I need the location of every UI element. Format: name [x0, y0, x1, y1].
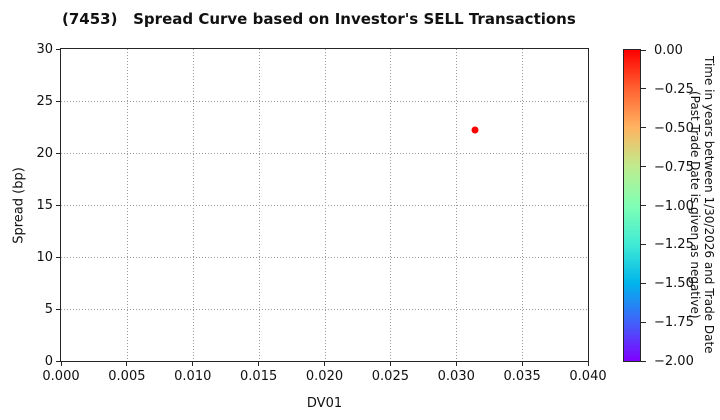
- colorbar-tick-label: −1.25: [654, 237, 694, 253]
- x-tick: [126, 362, 128, 366]
- x-tick-label: 0.040: [569, 369, 607, 384]
- y-tick-label: 15: [36, 198, 53, 213]
- x-tick: [258, 362, 260, 366]
- colorbar-tick-label: −0.25: [654, 81, 694, 97]
- x-tick-label: 0.020: [305, 369, 344, 384]
- y-tick-label: 25: [36, 94, 53, 109]
- x-tick: [192, 362, 194, 366]
- colorbar-tick-label: −1.75: [654, 315, 694, 331]
- x-tick: [389, 362, 391, 366]
- colorbar-tick-label: 0.00: [654, 43, 683, 58]
- colorbar-tick: [641, 88, 646, 90]
- y-gridline: [61, 205, 588, 206]
- y-tick-label: 20: [36, 146, 53, 161]
- colorbar-tick: [641, 166, 646, 168]
- x-tick-label: 0.030: [437, 369, 475, 384]
- y-tick: [56, 48, 60, 50]
- x-tick-label: 0.005: [108, 369, 146, 384]
- x-tick-label: 0.025: [371, 369, 409, 384]
- colorbar-tick-label: −2.00: [654, 354, 694, 369]
- y-tick: [56, 204, 60, 206]
- colorbar-tick-label: −1.00: [654, 198, 694, 214]
- y-gridline: [61, 257, 588, 258]
- colorbar-tick: [641, 49, 646, 51]
- x-tick: [455, 362, 457, 366]
- x-tick-label: 0.035: [503, 369, 541, 384]
- y-tick-label: 10: [36, 250, 53, 265]
- x-tick: [60, 362, 62, 366]
- colorbar-tick-label: −0.50: [654, 120, 694, 136]
- colorbar-tick: [641, 321, 646, 323]
- colorbar-tick-label: −1.50: [654, 276, 694, 292]
- y-gridline: [61, 309, 588, 310]
- colorbar-tick: [641, 282, 646, 284]
- y-gridline: [61, 101, 588, 102]
- y-tick-label: 30: [36, 42, 53, 57]
- y-tick-label: 5: [44, 302, 53, 317]
- colorbar-tick: [641, 360, 646, 362]
- y-tick: [56, 152, 60, 154]
- x-axis-label: DV01: [306, 396, 343, 411]
- colorbar-label-line1: Time in years between 1/30/2026 and Trad…: [702, 56, 716, 354]
- y-tick: [56, 308, 60, 310]
- chart-title: (7453) Spread Curve based on Investor's …: [62, 10, 576, 28]
- y-tick: [56, 100, 60, 102]
- colorbar-tick: [641, 205, 646, 206]
- x-tick: [324, 362, 325, 366]
- colorbar-tick: [641, 127, 646, 129]
- x-tick: [587, 362, 589, 366]
- colorbar-tick: [641, 243, 646, 245]
- colorbar-gradient: [623, 49, 641, 362]
- data-point: [471, 126, 479, 134]
- x-tick-label: 0.015: [240, 369, 278, 384]
- y-tick: [56, 360, 60, 362]
- colorbar-tick-label: −0.75: [654, 159, 694, 175]
- x-tick: [521, 362, 523, 366]
- colorbar-axis-label: Time in years between 1/30/2026 and Trad…: [684, 30, 716, 380]
- x-tick-label: 0.000: [42, 369, 80, 384]
- x-tick-label: 0.010: [174, 369, 212, 384]
- y-tick-label: 0: [44, 354, 53, 369]
- y-tick: [56, 256, 60, 258]
- colorbar-label-line2: (Past Trade Date is given as negative): [688, 91, 702, 319]
- y-gridline: [61, 153, 588, 154]
